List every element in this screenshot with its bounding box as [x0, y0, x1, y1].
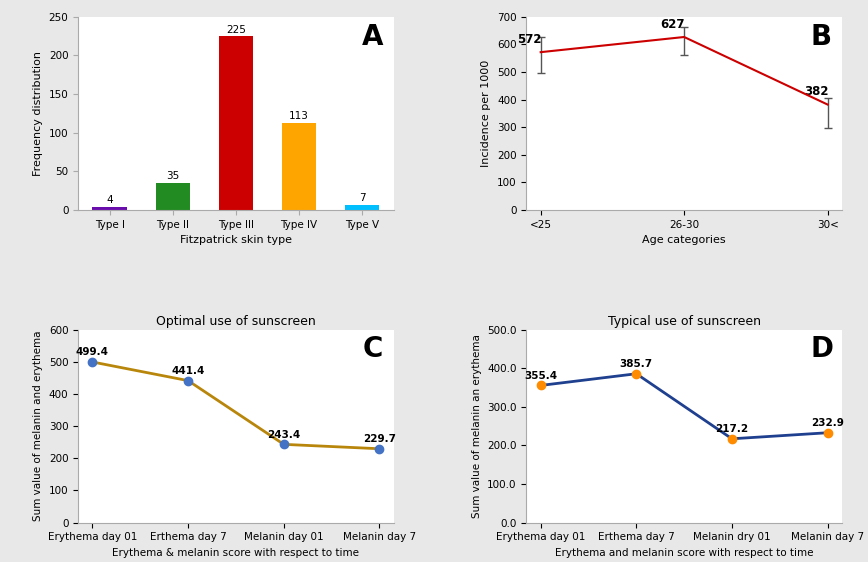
Text: 355.4: 355.4 — [524, 371, 557, 381]
Text: C: C — [362, 336, 383, 364]
Text: 385.7: 385.7 — [620, 359, 653, 369]
X-axis label: Erythema & melanin score with respect to time: Erythema & melanin score with respect to… — [113, 548, 359, 558]
Bar — [345, 205, 379, 210]
Title: Optimal use of sunscreen: Optimal use of sunscreen — [156, 315, 316, 328]
Bar — [155, 183, 190, 210]
Title: Typical use of sunscreen: Typical use of sunscreen — [608, 315, 760, 328]
Bar — [93, 207, 127, 210]
Text: 7: 7 — [358, 193, 365, 203]
Text: 4: 4 — [107, 195, 113, 205]
Text: A: A — [362, 22, 384, 51]
X-axis label: Erythema and melanin score with respect to time: Erythema and melanin score with respect … — [555, 548, 813, 558]
Y-axis label: Sum value of melanin and erythema: Sum value of melanin and erythema — [33, 331, 43, 522]
Text: 441.4: 441.4 — [171, 366, 205, 376]
Text: D: D — [811, 336, 833, 364]
X-axis label: Age categories: Age categories — [642, 235, 726, 245]
Text: 499.4: 499.4 — [76, 347, 109, 357]
Text: 229.7: 229.7 — [363, 434, 396, 444]
Bar — [219, 36, 253, 210]
Text: 225: 225 — [226, 25, 246, 35]
X-axis label: Fitzpatrick skin type: Fitzpatrick skin type — [180, 235, 292, 245]
Text: 627: 627 — [661, 18, 685, 31]
Y-axis label: Sum value of melanin an erythema: Sum value of melanin an erythema — [471, 334, 482, 518]
Bar — [281, 123, 316, 210]
Y-axis label: Frequency distribution: Frequency distribution — [33, 51, 43, 176]
Text: B: B — [811, 22, 832, 51]
Text: 113: 113 — [289, 111, 309, 121]
Text: 243.4: 243.4 — [267, 430, 300, 440]
Text: 217.2: 217.2 — [715, 424, 748, 434]
Text: 572: 572 — [517, 33, 542, 46]
Text: 35: 35 — [167, 171, 180, 182]
Text: 232.9: 232.9 — [812, 418, 844, 428]
Text: 382: 382 — [804, 85, 828, 98]
Y-axis label: Incidence per 1000: Incidence per 1000 — [482, 60, 491, 167]
